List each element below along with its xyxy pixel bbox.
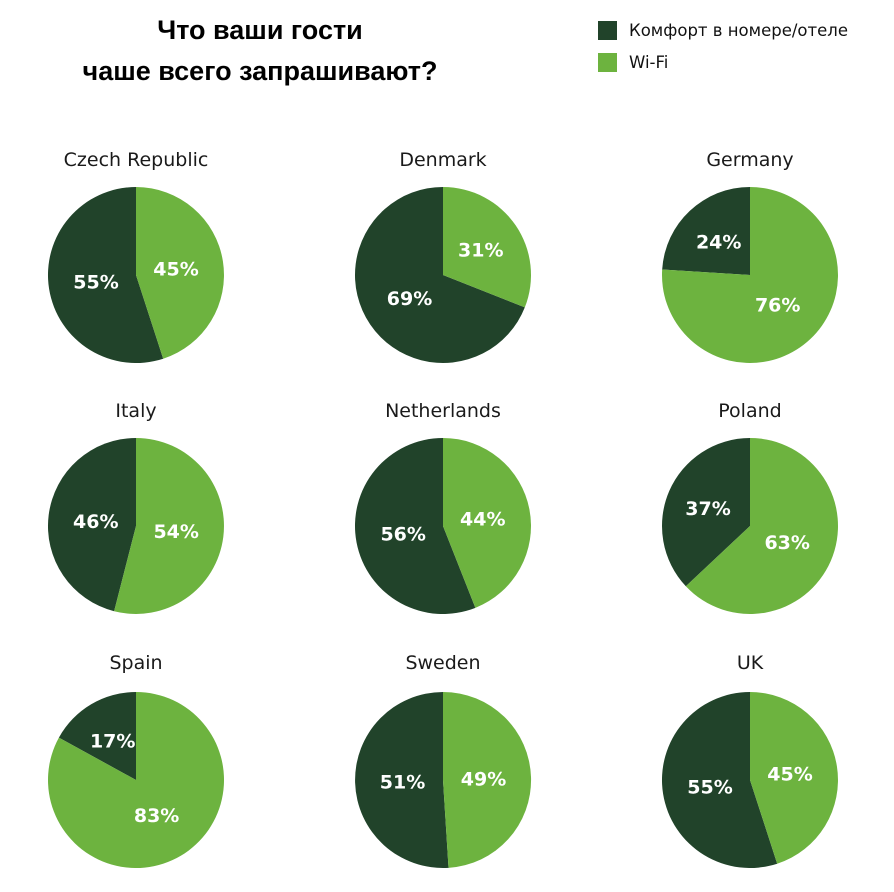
legend-label-wifi: Wi-Fi	[629, 52, 669, 72]
pie-denmark: Denmark 69% 31%	[354, 149, 531, 363]
pie-poland: Poland 37% 63%	[661, 400, 838, 614]
country-label-uk: UK	[737, 652, 764, 674]
country-label-sweden: Sweden	[405, 652, 480, 674]
slice-germany-comfort	[662, 187, 750, 275]
data-label-spain-comfort: 17%	[90, 731, 135, 753]
data-label-italy-wifi: 54%	[153, 521, 198, 543]
slice-netherlands-comfort	[354, 438, 476, 614]
pie-netherlands: Netherlands 56% 44%	[354, 400, 531, 614]
data-label-netherlands-wifi: 44%	[460, 508, 505, 530]
chart-title: Что ваши гости чаше всего запрашивают?	[60, 10, 460, 92]
data-label-denmark-wifi: 31%	[458, 239, 503, 261]
slice-spain-wifi	[48, 692, 225, 868]
legend-label-comfort: Комфорт в номере/отеле	[629, 20, 848, 40]
legend-item-wifi: Wi-Fi	[598, 46, 848, 78]
chart-title-line-2: чаше всего запрашивают?	[82, 56, 438, 86]
chart-title-line-1: Что ваши гости	[157, 15, 363, 45]
pie-uk: UK 55% 45%	[661, 652, 838, 868]
data-label-denmark-comfort: 69%	[387, 288, 432, 310]
data-label-czech-republic-comfort: 55%	[73, 271, 118, 293]
legend-swatch-wifi	[598, 52, 617, 72]
pie-czech-republic: Czech Republic 55% 45%	[47, 149, 224, 363]
country-label-denmark: Denmark	[399, 149, 486, 171]
data-label-uk-wifi: 45%	[767, 764, 812, 786]
pie-sweden: Sweden 51% 49%	[355, 652, 532, 868]
slice-spain-comfort	[58, 692, 136, 780]
slice-poland-wifi	[685, 438, 838, 614]
slice-denmark-comfort	[354, 186, 525, 363]
pie-italy: Italy 46% 54%	[47, 400, 224, 615]
legend-swatch-comfort	[598, 20, 617, 40]
country-label-netherlands: Netherlands	[385, 400, 501, 422]
data-label-spain-wifi: 83%	[134, 805, 179, 827]
data-label-sweden-comfort: 51%	[380, 771, 425, 793]
slice-poland-comfort	[661, 438, 750, 587]
pie-germany: Germany 24% 76%	[661, 149, 838, 363]
data-label-poland-comfort: 37%	[685, 498, 730, 520]
data-label-netherlands-comfort: 56%	[380, 524, 425, 546]
slice-italy-wifi	[114, 438, 224, 615]
country-label-italy: Italy	[115, 400, 156, 422]
slice-czech-republic-wifi	[136, 187, 224, 359]
legend: Комфорт в номере/отеле Wi-Fi	[598, 14, 848, 78]
slice-czech-republic-comfort	[47, 187, 164, 363]
data-label-italy-comfort: 46%	[73, 511, 118, 533]
data-label-germany-wifi: 76%	[755, 295, 800, 317]
country-label-germany: Germany	[706, 149, 793, 171]
country-label-spain: Spain	[109, 652, 162, 674]
data-label-germany-comfort: 24%	[696, 232, 741, 254]
slice-italy-comfort	[47, 438, 136, 612]
slice-uk-wifi	[750, 692, 838, 864]
pie-spain: Spain 17% 83%	[48, 652, 225, 868]
legend-item-comfort: Комфорт в номере/отеле	[598, 14, 848, 46]
country-label-czech-republic: Czech Republic	[64, 149, 209, 171]
slice-germany-wifi	[661, 187, 838, 363]
data-label-poland-wifi: 63%	[764, 532, 809, 554]
country-label-poland: Poland	[718, 400, 781, 422]
slice-denmark-wifi	[443, 187, 531, 308]
data-label-uk-comfort: 55%	[687, 776, 732, 798]
slice-netherlands-wifi	[443, 438, 531, 608]
data-label-sweden-wifi: 49%	[461, 769, 506, 791]
data-label-czech-republic-wifi: 45%	[153, 259, 198, 281]
slice-sweden-comfort	[355, 692, 449, 868]
slice-uk-comfort	[661, 692, 778, 868]
slice-sweden-wifi	[443, 692, 532, 868]
